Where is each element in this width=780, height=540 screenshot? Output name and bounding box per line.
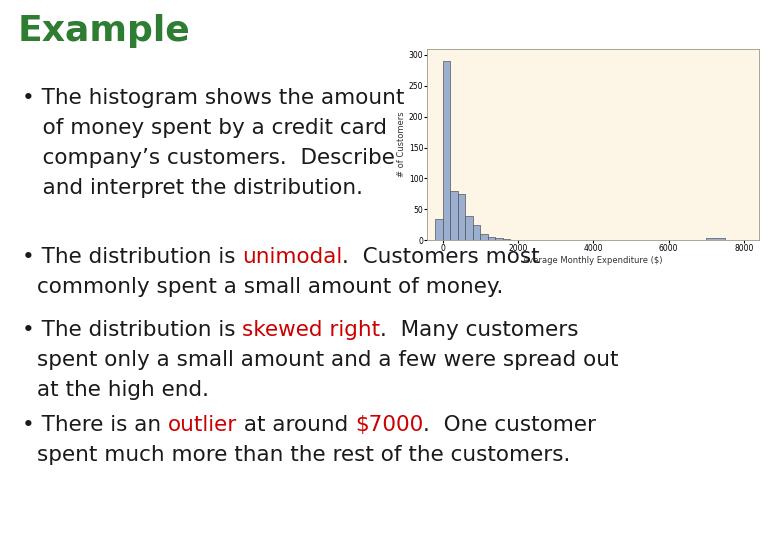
Text: PEARSON: PEARSON xyxy=(675,511,764,530)
Text: skewed right: skewed right xyxy=(243,320,381,340)
Text: spent only a small amount and a few were spread out: spent only a small amount and a few were… xyxy=(37,350,619,370)
X-axis label: Average Monthly Expenditure ($): Average Monthly Expenditure ($) xyxy=(523,256,663,265)
Text: unimodal: unimodal xyxy=(243,247,342,267)
Bar xyxy=(442,61,450,240)
Text: .  One customer: . One customer xyxy=(424,415,597,435)
Text: at the high end.: at the high end. xyxy=(37,380,210,400)
Text: and interpret the distribution.: and interpret the distribution. xyxy=(22,178,363,198)
Text: • There is an: • There is an xyxy=(22,415,168,435)
Text: • The distribution is: • The distribution is xyxy=(22,320,243,340)
Text: ALWAYS LEARNING: ALWAYS LEARNING xyxy=(14,516,117,525)
Text: Copyright © 2014, 2012, 2009 Pearson Education, Inc.: Copyright © 2014, 2012, 2009 Pearson Edu… xyxy=(256,516,524,525)
Text: • The histogram shows the amount: • The histogram shows the amount xyxy=(22,88,404,108)
Bar xyxy=(465,215,473,240)
Bar xyxy=(503,239,510,240)
Bar xyxy=(473,225,480,240)
Bar xyxy=(450,191,458,240)
Bar xyxy=(480,234,488,240)
Bar xyxy=(458,194,465,240)
Bar xyxy=(706,239,725,240)
Text: company’s customers.  Describe: company’s customers. Describe xyxy=(22,148,395,168)
Text: at around: at around xyxy=(237,415,355,435)
Y-axis label: # of Customers: # of Customers xyxy=(397,112,406,177)
Bar xyxy=(495,239,503,240)
Text: 24: 24 xyxy=(743,514,758,527)
Text: • The distribution is: • The distribution is xyxy=(22,247,243,267)
Text: of money spent by a credit card: of money spent by a credit card xyxy=(22,118,387,138)
Text: .  Many customers: . Many customers xyxy=(381,320,579,340)
Bar xyxy=(488,237,495,240)
Text: Example: Example xyxy=(17,14,190,48)
Text: outlier: outlier xyxy=(168,415,237,435)
Text: spent much more than the rest of the customers.: spent much more than the rest of the cus… xyxy=(37,445,571,465)
Text: .  Customers most: . Customers most xyxy=(342,247,540,267)
Text: $7000: $7000 xyxy=(355,415,424,435)
Bar xyxy=(435,219,442,240)
Text: commonly spent a small amount of money.: commonly spent a small amount of money. xyxy=(37,277,504,297)
